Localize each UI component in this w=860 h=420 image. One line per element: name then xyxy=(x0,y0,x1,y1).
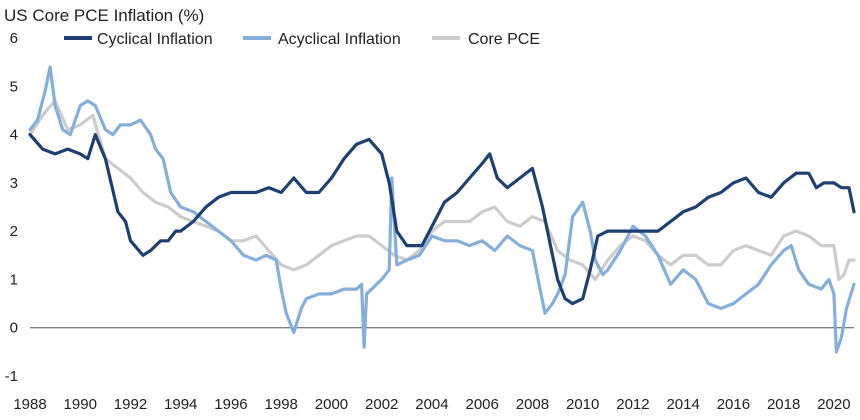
y-tick-label: 5 xyxy=(10,78,18,95)
y-axis-ticks: 6 5 4 3 2 1 0 -1 xyxy=(5,30,18,385)
legend: Cyclical Inflation Acyclical Inflation C… xyxy=(64,31,540,48)
x-tick-label: 2004 xyxy=(415,396,448,413)
x-tick-label: 1998 xyxy=(265,396,298,413)
x-tick-label: 1994 xyxy=(164,396,197,413)
legend-label-corepce: Core PCE xyxy=(468,31,540,48)
x-tick-label: 1988 xyxy=(13,396,46,413)
x-tick-label: 2010 xyxy=(566,396,599,413)
x-tick-label: 2018 xyxy=(767,396,800,413)
x-tick-label: 1996 xyxy=(214,396,247,413)
x-tick-label: 1992 xyxy=(114,396,147,413)
legend-label-cyclical: Cyclical Inflation xyxy=(97,31,213,48)
y-tick-label: 1 xyxy=(10,271,18,288)
y-tick-label: 0 xyxy=(10,320,18,337)
series-line-cyclical xyxy=(28,133,856,306)
series-line-corepce xyxy=(28,99,856,281)
series-layer xyxy=(28,65,856,354)
x-axis-ticks: 1988 1990 1992 1994 1996 1998 2000 2002 2004 2006… xyxy=(13,396,850,413)
x-tick-label: 1990 xyxy=(64,396,97,413)
x-tick-label: 2006 xyxy=(466,396,499,413)
x-tick-label: 2008 xyxy=(516,396,549,413)
legend-label-acyclical: Acyclical Inflation xyxy=(278,31,401,48)
x-tick-label: 2014 xyxy=(666,396,699,413)
x-tick-label: 2002 xyxy=(365,396,398,413)
y-tick-label: 2 xyxy=(10,223,18,240)
x-tick-label: 2016 xyxy=(717,396,750,413)
y-tick-label: -1 xyxy=(5,368,18,385)
x-tick-label: 2012 xyxy=(616,396,649,413)
series-line-acyclical xyxy=(28,65,856,354)
y-tick-label: 4 xyxy=(10,127,18,144)
x-tick-label: 2020 xyxy=(817,396,850,413)
y-tick-label: 6 xyxy=(10,30,18,47)
x-tick-label: 2000 xyxy=(315,396,348,413)
y-tick-label: 3 xyxy=(10,175,18,192)
chart-title: US Core PCE Inflation (%) xyxy=(4,6,204,25)
